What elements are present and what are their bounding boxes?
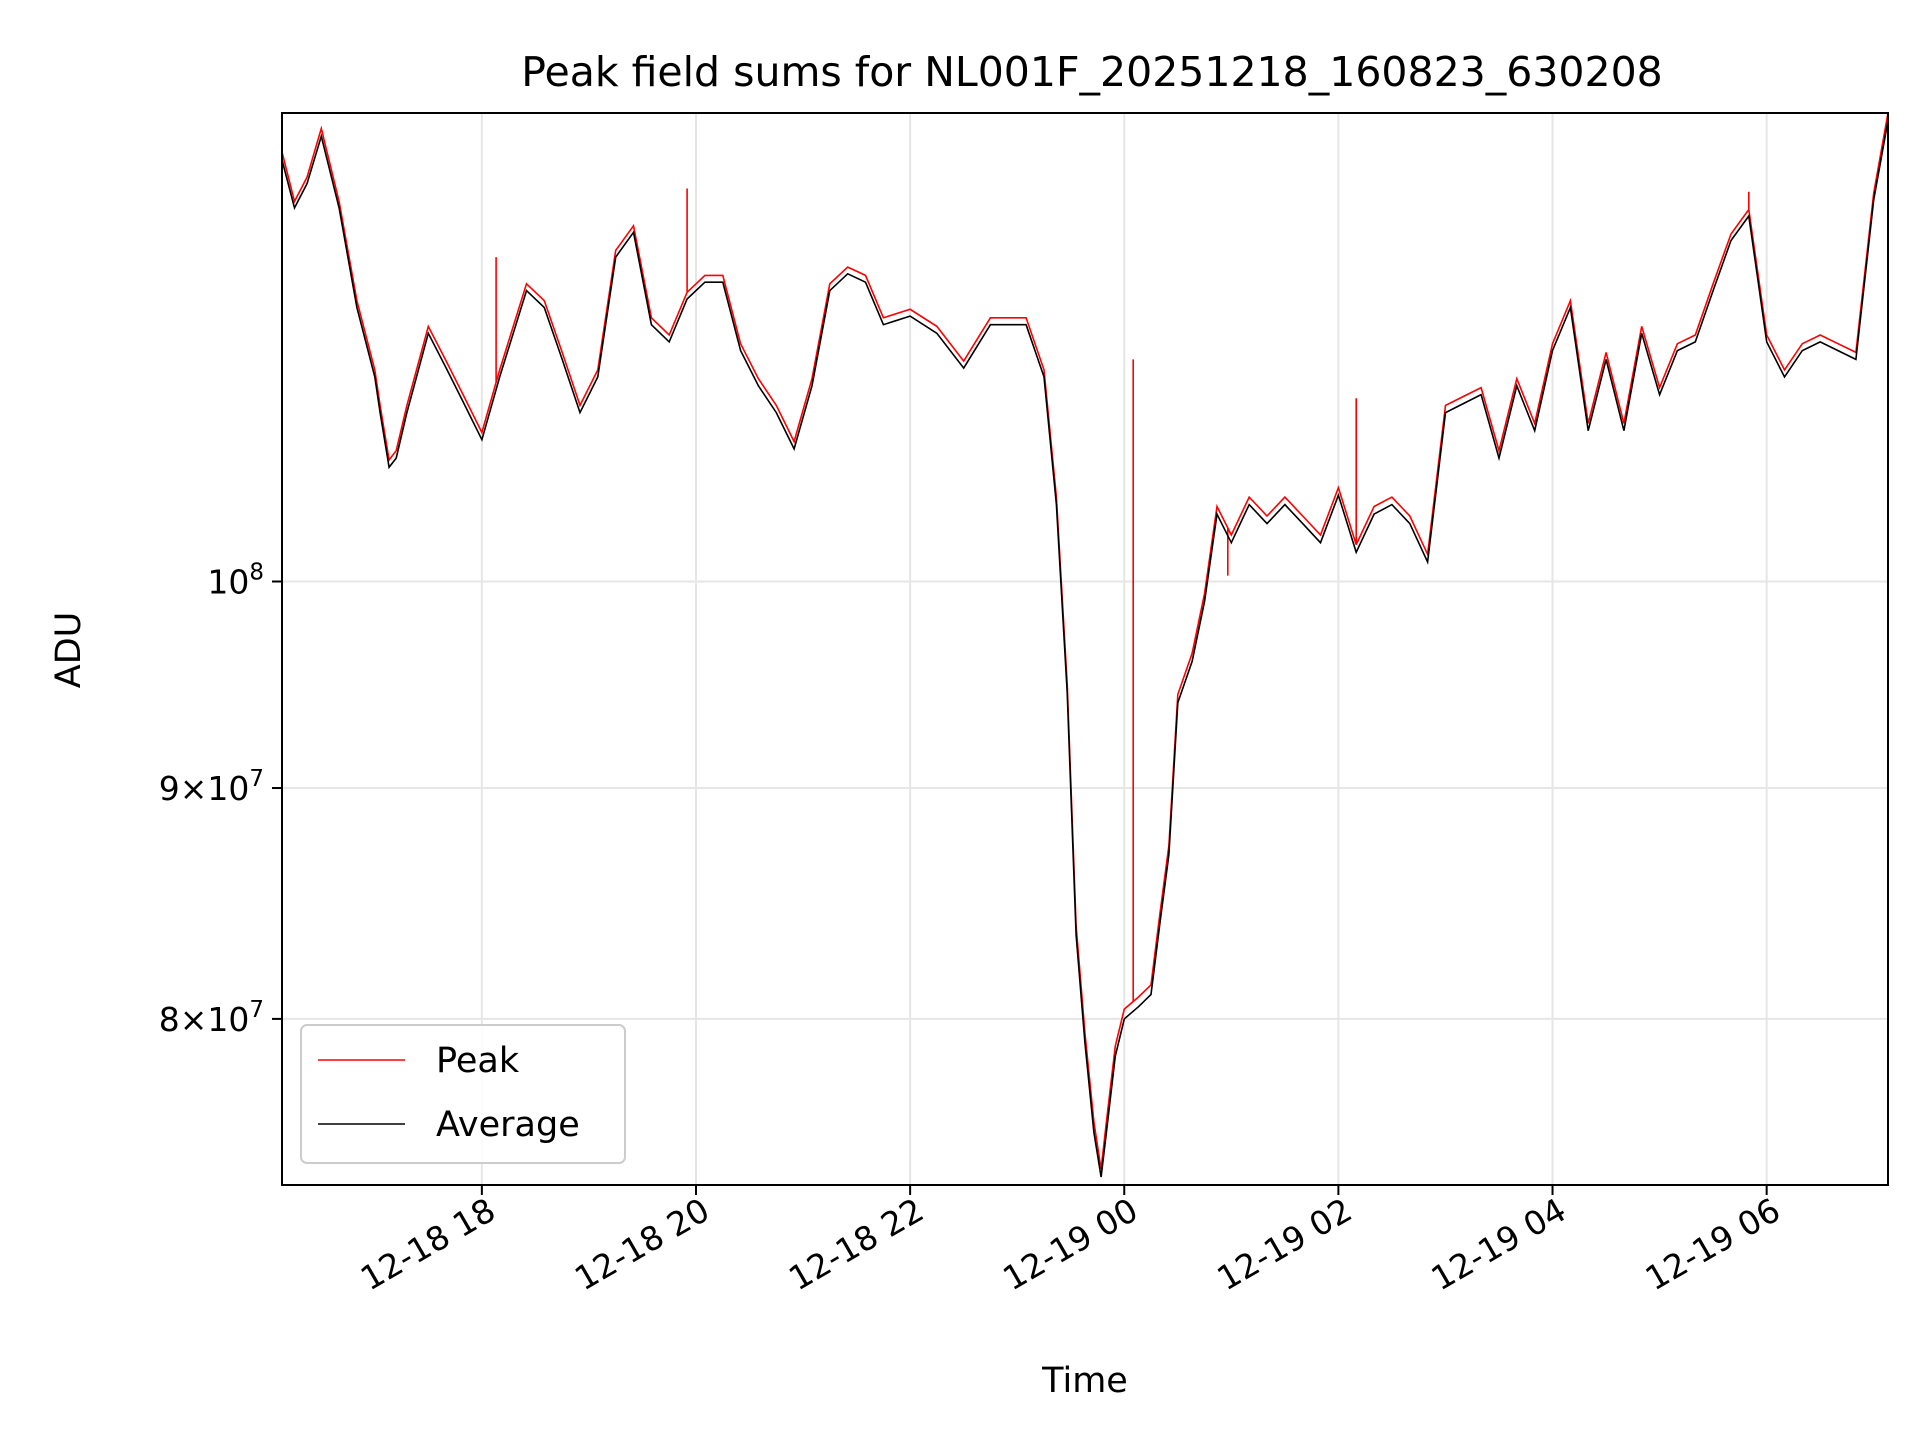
chart-title: Peak field sums for NL001F_20251218_1608… bbox=[521, 48, 1663, 96]
series-line-peak bbox=[281, 112, 1889, 1170]
legend: Peak Average bbox=[300, 1024, 626, 1164]
y-tick-label: 8×107 bbox=[159, 997, 264, 1039]
x-axis-label: Time bbox=[1041, 1361, 1128, 1401]
legend-label-peak: Peak bbox=[436, 1041, 520, 1081]
y-tick-label: 9×107 bbox=[159, 766, 264, 808]
plot-series bbox=[281, 112, 1889, 1178]
y-axis-label: ADU bbox=[49, 612, 89, 689]
plot-area-frame bbox=[281, 112, 1889, 1186]
legend-label-average: Average bbox=[436, 1105, 580, 1145]
series-line-average bbox=[281, 120, 1889, 1178]
